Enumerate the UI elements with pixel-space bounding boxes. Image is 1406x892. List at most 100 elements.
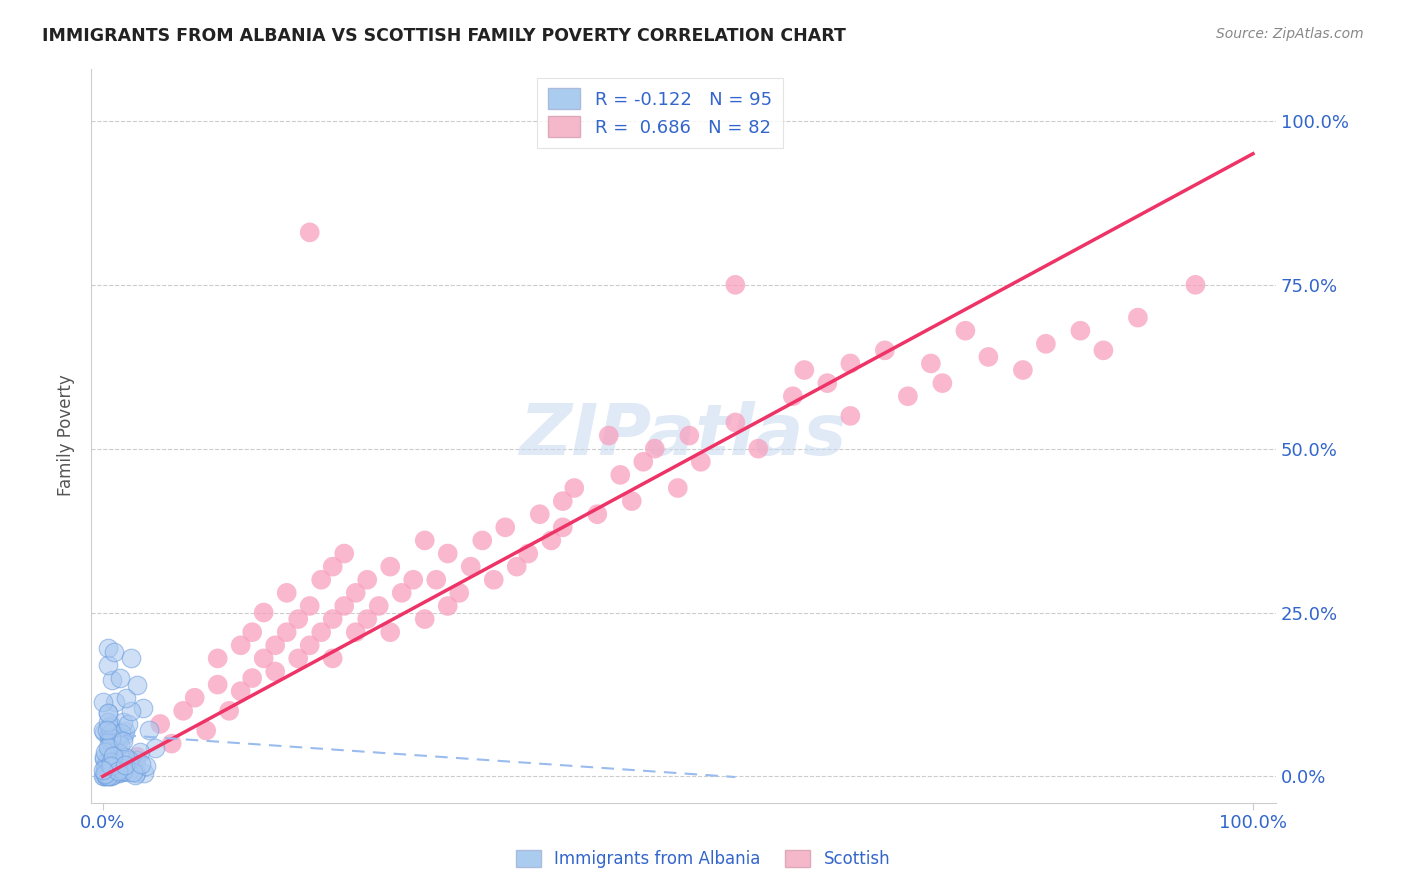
- Point: [172, 704, 194, 718]
- Point: [97, 768, 120, 782]
- Point: [94, 768, 117, 782]
- Text: IMMIGRANTS FROM ALBANIA VS SCOTTISH FAMILY POVERTY CORRELATION CHART: IMMIGRANTS FROM ALBANIA VS SCOTTISH FAMI…: [42, 27, 846, 45]
- Point: [633, 455, 655, 469]
- Point: [121, 764, 143, 779]
- Point: [98, 740, 121, 755]
- Point: [120, 651, 142, 665]
- Point: [125, 765, 148, 780]
- Point: [100, 755, 122, 769]
- Point: [117, 716, 139, 731]
- Point: [425, 573, 447, 587]
- Point: [218, 704, 240, 718]
- Point: [101, 747, 124, 761]
- Point: [100, 736, 122, 750]
- Point: [111, 764, 134, 779]
- Point: [100, 748, 122, 763]
- Point: [100, 736, 122, 750]
- Point: [112, 734, 135, 748]
- Point: [107, 735, 129, 749]
- Point: [94, 761, 117, 775]
- Point: [93, 695, 115, 709]
- Point: [117, 764, 139, 779]
- Point: [207, 651, 229, 665]
- Point: [96, 723, 118, 738]
- Point: [97, 706, 120, 721]
- Point: [367, 599, 389, 613]
- Point: [540, 533, 562, 548]
- Point: [91, 723, 114, 738]
- Point: [562, 481, 585, 495]
- Point: [195, 723, 218, 738]
- Point: [128, 745, 150, 759]
- Point: [402, 573, 425, 587]
- Point: [93, 769, 115, 783]
- Point: [920, 356, 942, 370]
- Point: [96, 755, 118, 769]
- Point: [125, 753, 148, 767]
- Point: [598, 428, 620, 442]
- Point: [322, 559, 344, 574]
- Point: [108, 748, 131, 763]
- Point: [1069, 324, 1091, 338]
- Point: [609, 467, 631, 482]
- Point: [100, 731, 122, 745]
- Point: [101, 749, 124, 764]
- Point: [298, 599, 321, 613]
- Point: [108, 765, 131, 780]
- Point: [101, 757, 124, 772]
- Point: [96, 769, 118, 783]
- Point: [97, 761, 120, 775]
- Point: [436, 599, 458, 613]
- Legend: Immigrants from Albania, Scottish: Immigrants from Albania, Scottish: [509, 843, 897, 875]
- Point: [100, 726, 122, 740]
- Point: [460, 559, 482, 574]
- Point: [127, 678, 149, 692]
- Point: [97, 721, 120, 735]
- Legend: R = -0.122   N = 95, R =  0.686   N = 82: R = -0.122 N = 95, R = 0.686 N = 82: [537, 78, 783, 148]
- Point: [724, 416, 747, 430]
- Point: [112, 764, 135, 778]
- Point: [108, 738, 131, 752]
- Point: [309, 625, 332, 640]
- Point: [586, 507, 609, 521]
- Point: [333, 599, 356, 613]
- Point: [793, 363, 815, 377]
- Point: [689, 455, 711, 469]
- Text: ZIPatlas: ZIPatlas: [520, 401, 848, 470]
- Point: [135, 759, 157, 773]
- Point: [101, 755, 124, 769]
- Point: [107, 730, 129, 744]
- Point: [98, 757, 121, 772]
- Point: [977, 350, 1000, 364]
- Point: [103, 645, 125, 659]
- Point: [529, 507, 551, 521]
- Y-axis label: Family Poverty: Family Poverty: [58, 375, 75, 497]
- Point: [356, 612, 378, 626]
- Point: [104, 695, 127, 709]
- Point: [666, 481, 689, 495]
- Point: [747, 442, 769, 456]
- Point: [103, 764, 125, 778]
- Point: [253, 651, 276, 665]
- Point: [105, 757, 128, 772]
- Point: [678, 428, 700, 442]
- Point: [101, 767, 124, 781]
- Point: [110, 765, 132, 780]
- Point: [276, 625, 298, 640]
- Point: [644, 442, 666, 456]
- Point: [97, 715, 120, 730]
- Point: [815, 376, 838, 391]
- Point: [104, 762, 127, 776]
- Point: [114, 758, 136, 772]
- Point: [253, 606, 276, 620]
- Point: [138, 723, 160, 737]
- Point: [517, 547, 540, 561]
- Point: [287, 612, 309, 626]
- Point: [101, 745, 124, 759]
- Point: [782, 389, 804, 403]
- Point: [93, 725, 115, 739]
- Point: [1184, 277, 1206, 292]
- Point: [98, 765, 121, 780]
- Point: [98, 768, 121, 782]
- Point: [873, 343, 896, 358]
